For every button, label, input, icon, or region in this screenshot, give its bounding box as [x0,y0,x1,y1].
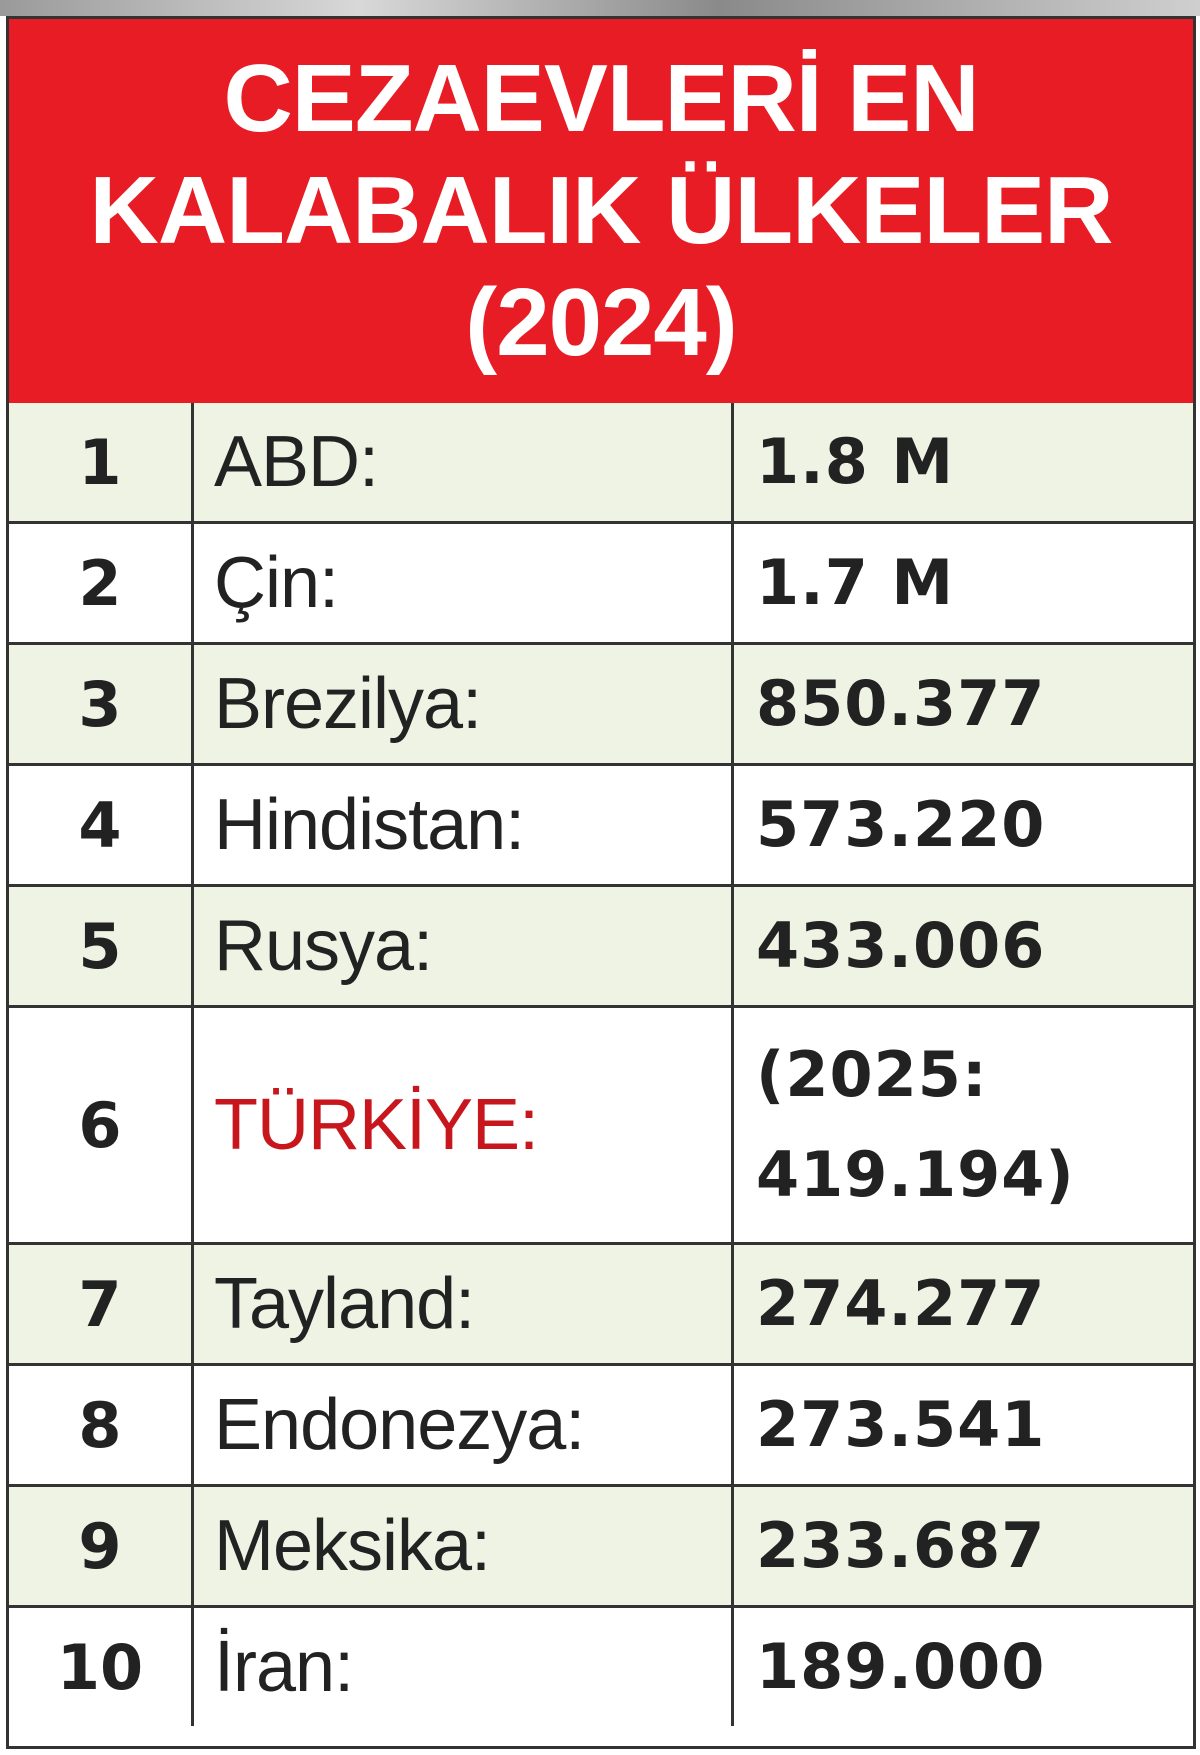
table-row: 2 Çin: 1.7 M [9,521,1193,645]
value-text: 273.541 [756,1388,1046,1461]
table-row: 1 ABD: 1.8 M [9,403,1193,524]
value-cell: 189.000 [731,1605,1193,1726]
rank-cell: 6 [9,1005,194,1245]
value-text: 1.8 M [756,425,955,498]
table-row: 7 Tayland: 274.277 [9,1242,1193,1366]
value-text: 1.7 M [756,546,955,619]
infobox: CEZAEVLERİ EN KALABALIK ÜLKELER (2024) 1… [6,16,1196,1749]
country-cell: TÜRKİYE: [191,1005,734,1245]
table-row: 9 Meksika: 233.687 [9,1484,1193,1608]
value-cell: 850.377 [731,642,1193,766]
country-cell: İran: [191,1605,734,1726]
value-cell: 274.277 [731,1242,1193,1366]
table-row: 5 Rusya: 433.006 [9,884,1193,1008]
table-row: 8 Endonezya: 273.541 [9,1363,1193,1487]
value-cell: (2025: 419.194) [731,1005,1193,1245]
value-cell: 1.7 M [731,521,1193,645]
value-cell: 1.8 M [731,403,1193,524]
country-cell: ABD: [191,403,734,524]
value-text: 233.687 [756,1509,1046,1582]
value-text: 189.000 [756,1630,1046,1703]
title-line: KALABALIK ÜLKELER [89,157,1114,264]
value-cell: 233.687 [731,1484,1193,1608]
ranking-table: 1 ABD: 1.8 M 2 Çin: 1.7 M 3 Brezilya: 850.377 4 Hi… [9,403,1193,1726]
photo-strip [0,0,1200,16]
table-row: 6 TÜRKİYE: (2025: 419.194) [9,1005,1193,1245]
rank-cell: 10 [9,1605,194,1726]
title-line: CEZAEVLERİ EN [223,45,979,152]
country-cell: Brezilya: [191,642,734,766]
country-cell: Tayland: [191,1242,734,1366]
rank-cell: 8 [9,1363,194,1487]
country-cell: Çin: [191,521,734,645]
value-text: 433.006 [756,909,1046,982]
header: CEZAEVLERİ EN KALABALIK ÜLKELER (2024) [9,19,1193,403]
table-row: 10 İran: 189.000 [9,1605,1193,1726]
country-cell: Rusya: [191,884,734,1008]
rank-cell: 7 [9,1242,194,1366]
value-cell: 573.220 [731,763,1193,887]
rank-cell: 3 [9,642,194,766]
country-cell: Meksika: [191,1484,734,1608]
value-cell: 273.541 [731,1363,1193,1487]
rank-cell: 5 [9,884,194,1008]
value-text: (2025: 419.194) [756,1038,1075,1211]
rank-cell: 9 [9,1484,194,1608]
value-text: 573.220 [756,788,1046,861]
country-cell: Hindistan: [191,763,734,887]
rank-cell: 4 [9,763,194,887]
country-cell: Endonezya: [191,1363,734,1487]
value-text: 274.277 [756,1267,1046,1340]
title-line: (2024) [465,269,737,376]
table-row: 3 Brezilya: 850.377 [9,642,1193,766]
table-row: 4 Hindistan: 573.220 [9,763,1193,887]
value-cell: 433.006 [731,884,1193,1008]
rank-cell: 2 [9,521,194,645]
value-text: 850.377 [756,667,1046,740]
rank-cell: 1 [9,403,194,524]
